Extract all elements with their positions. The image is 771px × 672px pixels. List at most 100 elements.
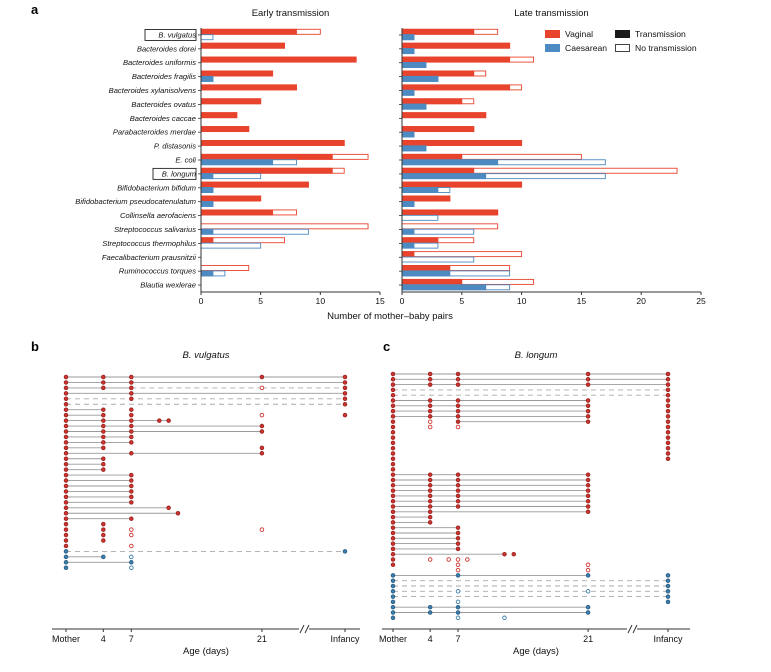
sample-dot [585,573,591,578]
bar-transmission [401,167,475,174]
species-label: Bifidobacterium pseudocatenulatum [75,197,196,206]
sample-dot [63,429,69,434]
sample-dot [585,610,591,615]
sample-dot [259,429,265,434]
bar-transmission [401,126,475,133]
species-label: Bacteroides dorei [137,44,196,53]
legend-label: Caesarean [565,43,608,53]
sample-dot [63,483,69,489]
bar-transmission [401,153,463,160]
sample-dot [390,493,396,499]
sample-dot [129,565,134,571]
sample-dot [511,551,517,557]
sample-dot [665,430,671,435]
transmission-swatch [615,30,630,38]
bar-transmission [200,153,333,160]
sample-dot [101,423,106,429]
species-label: Bacteroides fragilis [132,72,196,81]
sample-dot [63,396,69,402]
sample-dot [63,505,69,511]
sample-dot [585,504,591,509]
sample-dot [585,562,591,568]
sample-dot [665,589,671,594]
sample-dot [585,371,591,377]
sample-dot [342,396,348,402]
sample-dot [63,423,69,429]
sample-dot [390,583,396,589]
sample-dot [101,434,106,440]
species-label: P. distasonis [154,142,196,151]
sample-dot [175,511,181,516]
x-tick-label: 15 [577,296,587,306]
sample-dot [665,440,671,446]
sample-dot [390,371,396,377]
vaginal-swatch [545,30,560,38]
sample-dot [665,419,671,424]
sample-dot [101,461,106,467]
sample-dot [63,494,69,500]
early-transmission-chart: B. vulgatus Bacteroides dorei Bacteroides … [75,28,385,306]
axis-break-icon [627,624,633,634]
sample-dot [390,599,396,605]
sample-dot [390,525,396,530]
bar-no-transmission [401,251,523,258]
sample-dot [427,371,433,377]
sample-dot [455,546,461,552]
x-tick-label: 25 [696,296,706,306]
sample-dot [63,412,69,418]
sample-dot [63,472,69,478]
sample-dot [455,536,461,541]
sample-dot [63,402,69,407]
sample-dot [455,573,461,578]
sample-dot [259,423,265,429]
sample-dot [157,418,162,423]
sample-dot [585,509,591,515]
sample-dot [129,516,134,521]
sample-dot [63,451,69,456]
sample-dot [455,403,461,409]
x-tick-label: 20 [636,296,646,306]
bar-transmission [401,70,475,77]
sample-dot [390,424,396,430]
bar-transmission [401,270,451,277]
bar-no-transmission [401,256,475,263]
species-label: B. vulgatus [158,30,196,39]
species-label: Blautia wexlerae [140,281,196,290]
sample-dot [427,414,433,419]
sample-dot [63,527,69,532]
sample-dot [665,414,671,419]
sample-dot [63,532,69,538]
bar-no-transmission [401,214,439,221]
bar-transmission [200,28,297,35]
sample-dot [390,445,396,451]
sample-dot [455,408,461,414]
sample-dot [427,557,433,562]
bar-transmission [401,284,487,291]
sample-dot [455,567,461,573]
sample-dot [101,532,106,538]
sample-dot [63,440,69,445]
sample-dot [427,520,433,525]
sample-dot [259,451,265,456]
sample-dot [63,391,69,396]
sample-dot [63,445,69,451]
sample-dot [129,407,134,412]
sample-dot [585,488,591,493]
sample-dot [390,546,396,552]
age-tick-label: Mother [379,634,407,644]
panel-c-letter: c [383,339,391,354]
sample-dot [129,483,134,489]
bar-no-transmission [200,223,369,230]
sample-dot [390,610,396,615]
sample-dot [342,549,348,554]
sample-dot [342,391,348,396]
caesarean-swatch [545,44,560,52]
sample-dot [455,488,461,493]
bar-transmission [401,173,487,180]
sample-dot [259,385,265,391]
sample-dot [129,412,134,418]
bar-transmission [401,34,415,41]
sample-dot [390,530,396,536]
sample-dot [455,477,461,483]
sample-dot [427,493,433,499]
